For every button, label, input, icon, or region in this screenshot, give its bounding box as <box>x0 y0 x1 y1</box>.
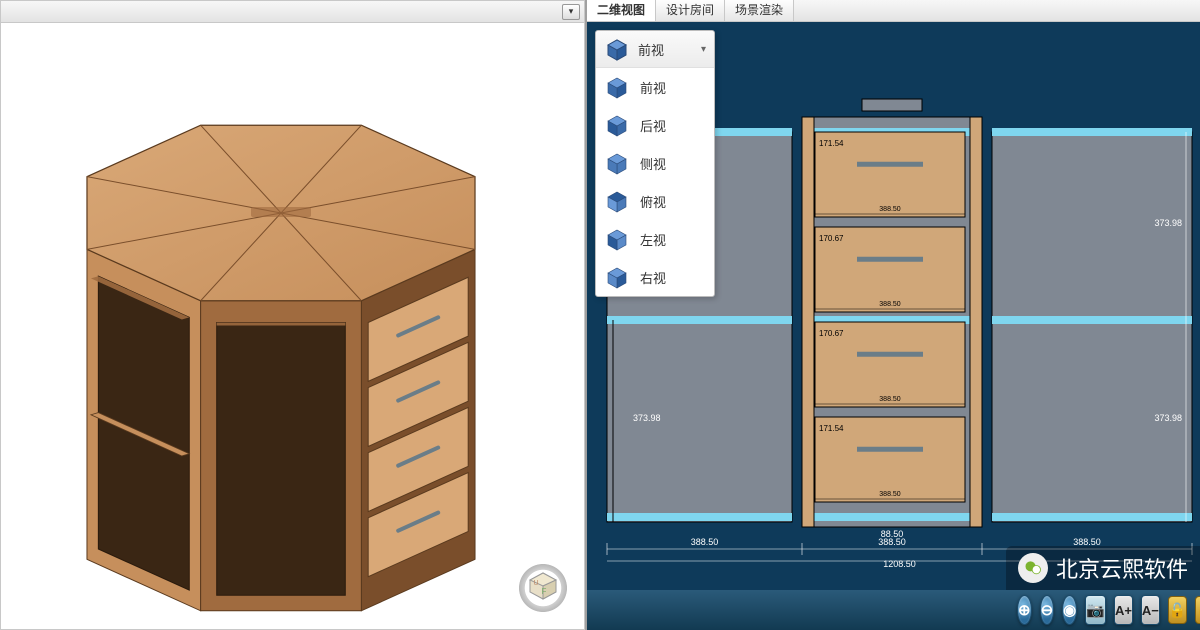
svg-text:171.54: 171.54 <box>819 139 844 148</box>
cube-icon <box>604 112 630 138</box>
lock-open-icon: 🔓 <box>1169 602 1186 619</box>
cube-icon <box>604 226 630 252</box>
cube-icon <box>604 150 630 176</box>
svg-text:U: U <box>533 580 538 587</box>
drawing-bottom-toolbar: ⊕ ⊖ ◉ 📷 A+ A− 🔓 🔒 <box>587 590 1200 630</box>
view-item-label: 前视 <box>640 78 666 97</box>
zoom-in-button[interactable]: ⊕ <box>1017 595 1032 625</box>
view-item-label: 后视 <box>640 116 666 135</box>
nav-cube-icon: F U <box>528 571 558 601</box>
lock-closed-icon: 🔒 <box>1196 602 1200 619</box>
view-item-label: 右视 <box>640 268 666 287</box>
view-item-label: 侧视 <box>640 154 666 173</box>
svg-text:373.98: 373.98 <box>1154 413 1182 423</box>
view-item-2[interactable]: 侧视 <box>596 144 714 182</box>
snapshot-button[interactable]: 📷 <box>1085 595 1106 625</box>
svg-text:388.50: 388.50 <box>879 206 901 213</box>
tab-scene-render[interactable]: 场景渲染 <box>725 0 794 21</box>
chevron-down-icon: ▾ <box>701 44 706 55</box>
view-item-5[interactable]: 右视 <box>596 258 714 296</box>
svg-text:388.50: 388.50 <box>879 491 901 498</box>
zoom-fit-button[interactable]: ◉ <box>1062 595 1077 625</box>
view-item-0[interactable]: 前视 <box>596 68 714 106</box>
view-item-label: 俯视 <box>640 192 666 211</box>
view-selector-header[interactable]: 前视 ▾ <box>596 31 714 68</box>
view-selector-panel: 前视 ▾ 前视后视侧视俯视左视右视 <box>595 30 715 297</box>
target-icon: ◉ <box>1063 601 1076 619</box>
svg-text:F: F <box>542 587 547 596</box>
wechat-icon <box>1018 553 1048 583</box>
svg-text:171.54: 171.54 <box>819 424 844 433</box>
viewport-3d-toolbar: ▾ <box>1 1 584 23</box>
view-selector-current: 前视 <box>638 40 693 59</box>
svg-text:373.98: 373.98 <box>633 413 661 423</box>
cube-icon <box>604 264 630 290</box>
cube-icon <box>604 74 630 100</box>
viewport-2d-pane: 二维视图 设计房间 场景渲染 171.54 388.50 170.67 388.50 1… <box>585 0 1200 630</box>
svg-text:170.67: 170.67 <box>819 234 844 243</box>
svg-text:388.50: 388.50 <box>879 301 901 308</box>
svg-text:88.50: 88.50 <box>881 529 904 539</box>
zoom-out-button[interactable]: ⊖ <box>1040 595 1055 625</box>
cube-icon <box>604 36 630 62</box>
font-increase-button[interactable]: A+ <box>1114 595 1133 625</box>
plus-icon: ⊕ <box>1018 601 1031 619</box>
svg-text:373.98: 373.98 <box>1154 218 1182 228</box>
svg-text:170.67: 170.67 <box>819 329 844 338</box>
lock-closed-button[interactable]: 🔒 <box>1195 596 1200 624</box>
view-item-1[interactable]: 后视 <box>596 106 714 144</box>
svg-text:388.50: 388.50 <box>691 537 719 547</box>
tab-2d-view[interactable]: 二维视图 <box>587 0 656 21</box>
viewport-3d-pane: ▾ F U <box>0 0 585 630</box>
watermark-text: 北京云熙软件 <box>1056 552 1188 584</box>
viewport-3d-menu-button[interactable]: ▾ <box>562 4 580 20</box>
view-item-label: 左视 <box>640 230 666 249</box>
camera-icon: 📷 <box>1086 601 1105 619</box>
view-item-4[interactable]: 左视 <box>596 220 714 258</box>
watermark: 北京云熙软件 <box>1006 546 1200 590</box>
svg-text:1208.50: 1208.50 <box>883 559 916 569</box>
model-3d-canvas[interactable]: F U <box>1 23 584 629</box>
view-item-3[interactable]: 俯视 <box>596 182 714 220</box>
minus-icon: ⊖ <box>1041 601 1054 619</box>
cabinet-3d-render <box>1 23 586 630</box>
viewport-2d-tabs: 二维视图 设计房间 场景渲染 <box>587 0 1200 22</box>
cube-icon <box>604 188 630 214</box>
lock-open-button[interactable]: 🔓 <box>1168 596 1187 624</box>
tab-design-room[interactable]: 设计房间 <box>656 0 725 21</box>
nav-cube[interactable]: F U <box>514 559 572 617</box>
font-decrease-button[interactable]: A− <box>1141 595 1160 625</box>
svg-text:388.50: 388.50 <box>879 396 901 403</box>
